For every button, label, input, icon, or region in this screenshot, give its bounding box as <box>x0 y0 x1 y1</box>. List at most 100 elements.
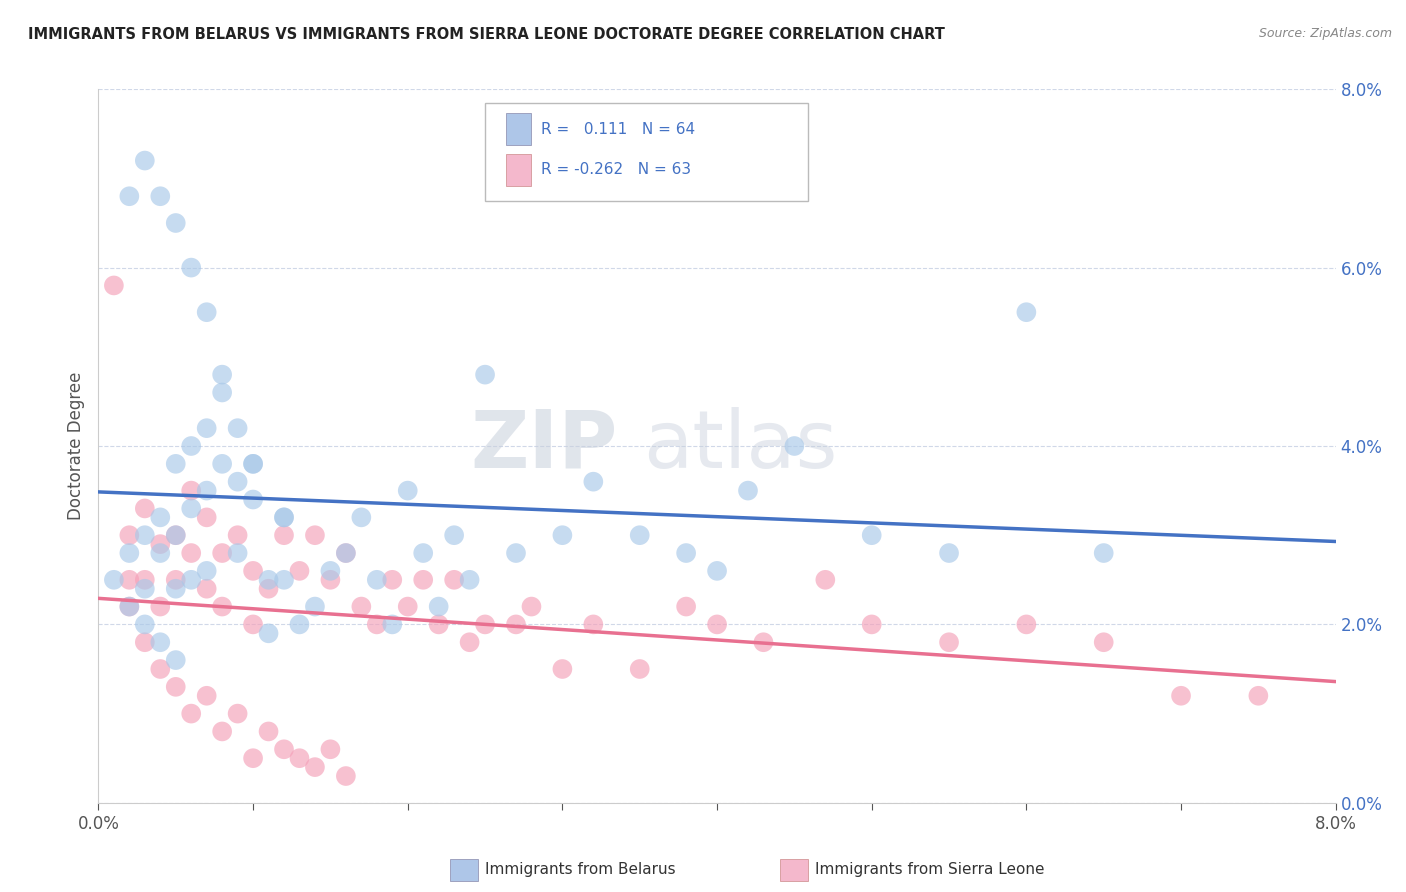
Point <box>319 573 342 587</box>
Point <box>118 599 141 614</box>
Point <box>195 510 218 524</box>
Text: Source: ZipAtlas.com: Source: ZipAtlas.com <box>1258 27 1392 40</box>
Point <box>195 564 218 578</box>
Point <box>304 599 326 614</box>
Point <box>118 573 141 587</box>
Point <box>288 564 311 578</box>
Point <box>149 635 172 649</box>
Point <box>165 573 187 587</box>
Point <box>103 573 125 587</box>
Point <box>226 706 249 721</box>
Point <box>180 439 202 453</box>
Point <box>180 260 202 275</box>
Point <box>366 617 388 632</box>
Point <box>288 617 311 632</box>
Point <box>180 546 202 560</box>
Y-axis label: Doctorate Degree: Doctorate Degree <box>66 372 84 520</box>
Point <box>273 510 295 524</box>
Point <box>427 617 450 632</box>
Point <box>1015 617 1038 632</box>
Point <box>211 599 233 614</box>
Point <box>118 599 141 614</box>
Point <box>211 385 233 400</box>
Point <box>242 617 264 632</box>
Point <box>1015 305 1038 319</box>
Point <box>412 546 434 560</box>
Point <box>211 546 233 560</box>
Point <box>814 573 837 587</box>
Point <box>319 564 342 578</box>
Point <box>396 599 419 614</box>
Point <box>118 546 141 560</box>
Point <box>273 742 295 756</box>
Point <box>675 546 697 560</box>
Text: Immigrants from Belarus: Immigrants from Belarus <box>485 863 676 877</box>
Point <box>1092 546 1115 560</box>
Point <box>304 528 326 542</box>
Point <box>628 528 651 542</box>
Point <box>149 599 172 614</box>
Point <box>458 573 481 587</box>
Point <box>366 573 388 587</box>
Point <box>582 617 605 632</box>
Point <box>582 475 605 489</box>
Point <box>226 475 249 489</box>
Point <box>505 617 527 632</box>
Point <box>211 724 233 739</box>
Point <box>520 599 543 614</box>
Point <box>350 599 373 614</box>
Point <box>149 546 172 560</box>
Text: ZIP: ZIP <box>471 407 619 485</box>
Point <box>180 501 202 516</box>
Point <box>195 582 218 596</box>
Point <box>443 573 465 587</box>
Text: R =   0.111   N = 64: R = 0.111 N = 64 <box>541 122 696 136</box>
Point <box>706 617 728 632</box>
Point <box>257 573 280 587</box>
Text: atlas: atlas <box>643 407 837 485</box>
Point <box>381 573 404 587</box>
Point <box>737 483 759 498</box>
Point <box>226 421 249 435</box>
Point <box>149 662 172 676</box>
Point <box>195 689 218 703</box>
Point <box>350 510 373 524</box>
Point <box>134 635 156 649</box>
Text: Immigrants from Sierra Leone: Immigrants from Sierra Leone <box>815 863 1045 877</box>
Point <box>180 706 202 721</box>
Point <box>165 528 187 542</box>
Point <box>118 189 141 203</box>
Point <box>1170 689 1192 703</box>
Point <box>628 662 651 676</box>
Point <box>134 617 156 632</box>
Point <box>180 573 202 587</box>
Point <box>134 573 156 587</box>
Point <box>706 564 728 578</box>
Point <box>165 582 187 596</box>
Point <box>195 483 218 498</box>
Point <box>211 368 233 382</box>
Point <box>427 599 450 614</box>
Point <box>319 742 342 756</box>
Point <box>149 189 172 203</box>
Point <box>211 457 233 471</box>
Point <box>149 537 172 551</box>
Point <box>242 564 264 578</box>
Point <box>474 617 496 632</box>
Point <box>381 617 404 632</box>
Point <box>149 510 172 524</box>
Point <box>752 635 775 649</box>
Point <box>165 457 187 471</box>
Point <box>257 582 280 596</box>
Point <box>396 483 419 498</box>
Point <box>134 582 156 596</box>
Point <box>103 278 125 293</box>
Point <box>273 528 295 542</box>
Point <box>165 216 187 230</box>
Point <box>335 769 357 783</box>
Point <box>860 528 883 542</box>
Point <box>165 680 187 694</box>
Point <box>242 457 264 471</box>
Point <box>242 751 264 765</box>
Point <box>273 510 295 524</box>
